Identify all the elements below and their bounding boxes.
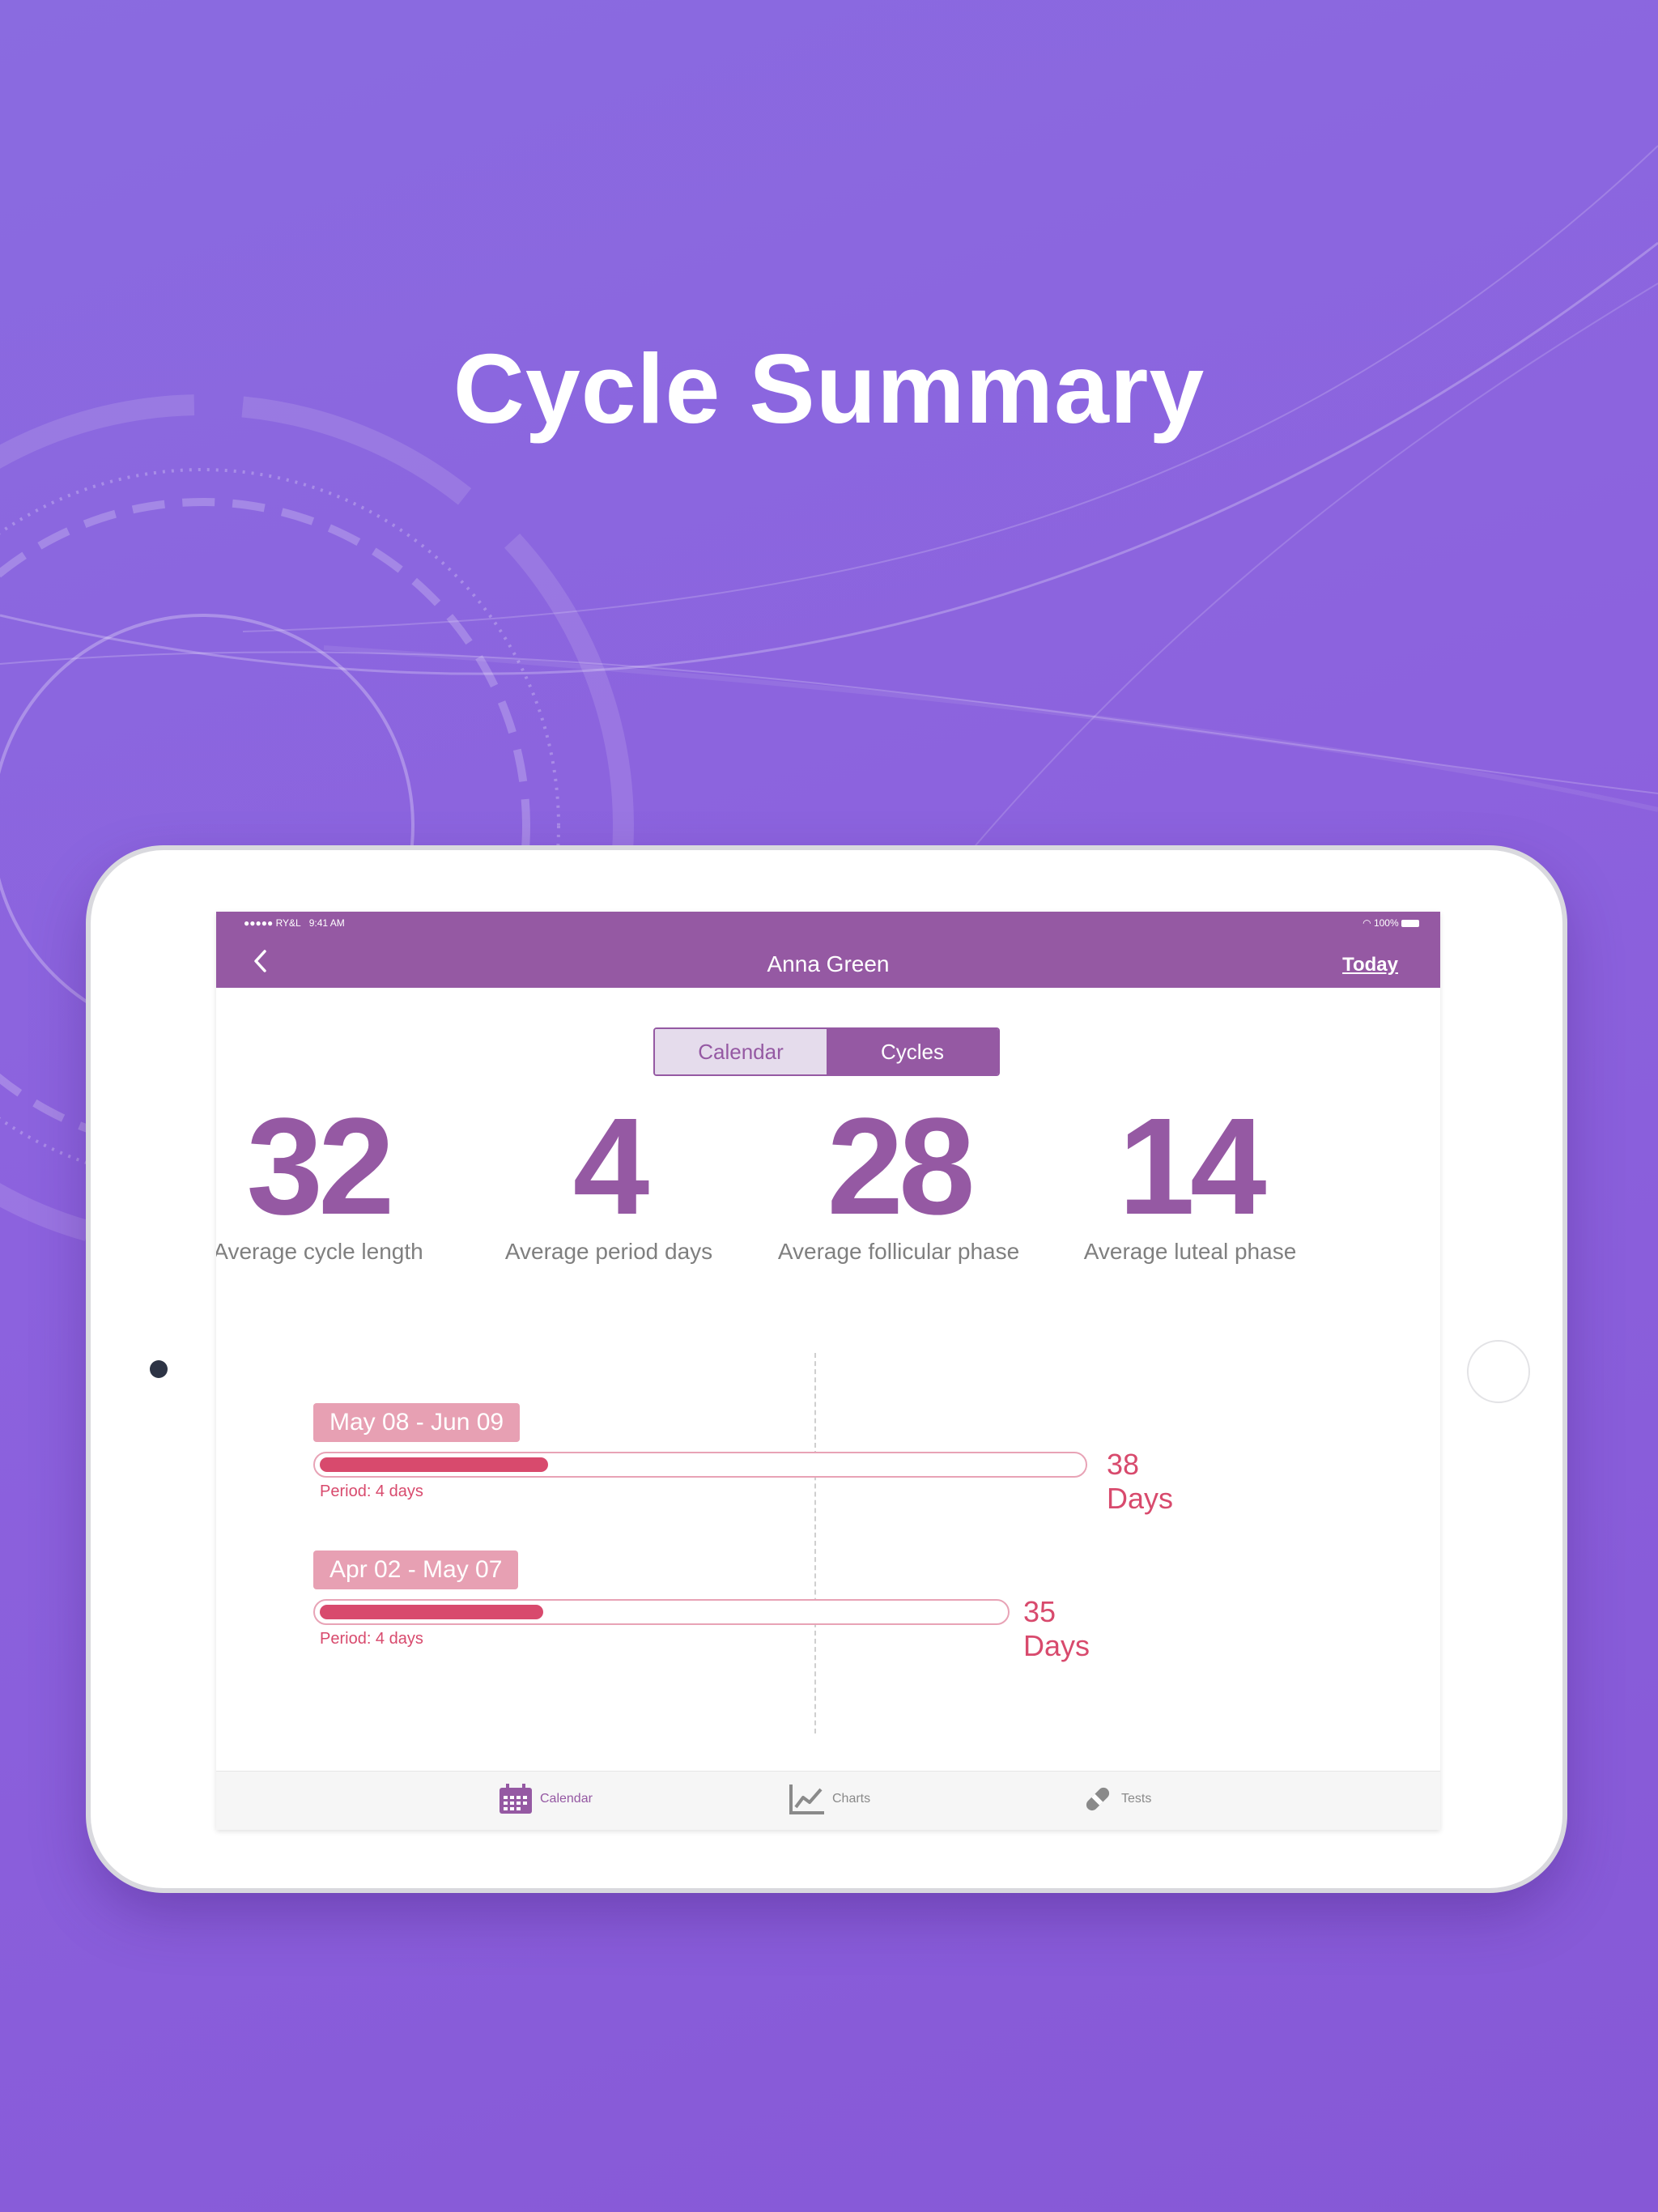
view-segmented-control: Calendar Cycles xyxy=(653,1027,1000,1076)
cycle-date-range: May 08 - Jun 09 xyxy=(313,1403,521,1442)
status-bar: ●●●●● RY&L 9:41 AM ◠ 100% xyxy=(216,912,1440,936)
stat-value: 14 xyxy=(1118,1090,1266,1244)
tab-calendar[interactable]: Calendar xyxy=(498,1783,593,1815)
status-time: 9:41 AM xyxy=(308,917,345,929)
test-strip-icon xyxy=(1086,1787,1110,1811)
stat-value: 32 xyxy=(246,1090,394,1244)
stat-value: 4 xyxy=(572,1090,650,1244)
battery-label: 100% xyxy=(1373,917,1399,929)
tablet-frame: ●●●●● RY&L 9:41 AM ◠ 100% Anna Green Tod… xyxy=(91,850,1562,1888)
cycle-row[interactable]: Apr 02 - May 07 35 Days Period: 4 days xyxy=(313,1551,1090,1662)
period-length-label: Period: 4 days xyxy=(320,1630,423,1648)
chart-icon xyxy=(789,1784,824,1814)
period-length-label: Period: 4 days xyxy=(320,1482,423,1500)
stat-label: Average cycle length xyxy=(216,1239,423,1264)
tablet-home-button[interactable] xyxy=(1467,1340,1530,1403)
tab-charts[interactable]: Charts xyxy=(789,1783,870,1815)
stat-average-cycle-length: 32 Average cycle length xyxy=(216,1098,464,1265)
cycle-track xyxy=(313,1599,1010,1625)
chevron-left-icon[interactable] xyxy=(250,947,271,975)
tablet-camera xyxy=(150,1360,168,1378)
tab-label: Tests xyxy=(1121,1792,1152,1806)
tab-label: Calendar xyxy=(540,1792,593,1806)
stat-value: 28 xyxy=(827,1090,975,1244)
segment-cycles[interactable]: Cycles xyxy=(827,1029,998,1074)
tab-tests[interactable]: Tests xyxy=(1081,1783,1151,1815)
app-screen: ●●●●● RY&L 9:41 AM ◠ 100% Anna Green Tod… xyxy=(216,912,1440,1830)
cycle-length-label: 38 Days xyxy=(1107,1448,1174,1515)
stat-average-period-days: 4 Average period days xyxy=(463,1098,755,1265)
page-headline: Cycle Summary xyxy=(453,334,1205,444)
cycle-row[interactable]: May 08 - Jun 09 38 Days Period: 4 days xyxy=(313,1403,1173,1515)
stat-label: Average follicular phase xyxy=(777,1239,1020,1264)
segment-calendar[interactable]: Calendar xyxy=(655,1029,827,1074)
today-button[interactable]: Today xyxy=(1342,954,1398,976)
tab-bar: Calendar Charts Tests xyxy=(216,1771,1440,1830)
stat-average-follicular-phase: 28 Average follicular phase xyxy=(753,1098,1044,1265)
cycle-length-label: 35 Days xyxy=(1023,1595,1090,1662)
navigation-bar: Anna Green Today xyxy=(216,936,1440,988)
period-fill-bar xyxy=(320,1605,543,1619)
nav-title: Anna Green xyxy=(767,951,890,976)
battery-icon xyxy=(1401,920,1419,928)
calendar-icon xyxy=(500,1784,532,1814)
tab-label: Charts xyxy=(832,1792,871,1806)
cycle-date-range: Apr 02 - May 07 xyxy=(313,1551,519,1589)
cycle-track xyxy=(313,1452,1087,1478)
period-fill-bar xyxy=(320,1457,548,1472)
stat-average-luteal-phase: 14 Average luteal phase xyxy=(1044,1098,1336,1265)
stat-label: Average period days xyxy=(504,1239,713,1264)
stat-label: Average luteal phase xyxy=(1083,1239,1297,1264)
carrier-label: ●●●●● RY&L xyxy=(244,917,301,929)
average-cycle-marker-line xyxy=(814,1353,816,1733)
wifi-icon: ◠ xyxy=(1363,917,1371,929)
